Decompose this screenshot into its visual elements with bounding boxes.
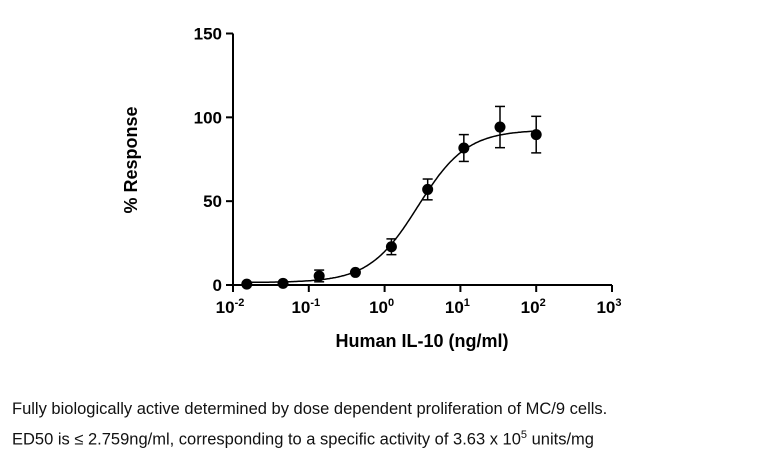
x-tick-label: 103 <box>596 297 621 317</box>
data-marks <box>241 105 542 290</box>
x-tick-label: 102 <box>521 297 546 317</box>
fit-curve <box>246 130 537 284</box>
x-tick-label: 101 <box>445 297 470 317</box>
caption-line-2-text: ED50 is ≤ 2.759ng/ml, corresponding to a… <box>12 430 521 449</box>
x-tick-label: 10-1 <box>291 297 320 317</box>
y-axis-label: % Response <box>121 106 141 213</box>
axes: 10-2 10-1 100 101 102 103 0 50 100 150 <box>194 25 622 318</box>
caption-line-1: Fully biologically active determined by … <box>12 400 608 418</box>
data-point <box>458 142 470 154</box>
data-point <box>241 278 253 290</box>
caption-line-2: ED50 is ≤ 2.759ng/ml, corresponding to a… <box>12 429 594 450</box>
y-tick-label: 0 <box>213 276 222 295</box>
data-point <box>530 129 542 141</box>
x-tick-label: 100 <box>369 297 394 317</box>
x-axis-label: Human IL-10 (ng/ml) <box>335 331 508 351</box>
caption-units: units/mg <box>527 430 594 449</box>
data-point <box>277 277 289 289</box>
y-tick-label: 100 <box>194 108 222 127</box>
data-point <box>422 183 434 195</box>
data-point <box>385 241 397 253</box>
caption-exponent: 5 <box>520 429 528 441</box>
data-point <box>494 121 506 133</box>
x-tick-label: 10-2 <box>216 297 245 317</box>
data-point <box>349 266 361 278</box>
y-tick-label: 150 <box>194 25 222 44</box>
data-point <box>313 270 325 282</box>
y-tick-label: 50 <box>203 192 222 211</box>
